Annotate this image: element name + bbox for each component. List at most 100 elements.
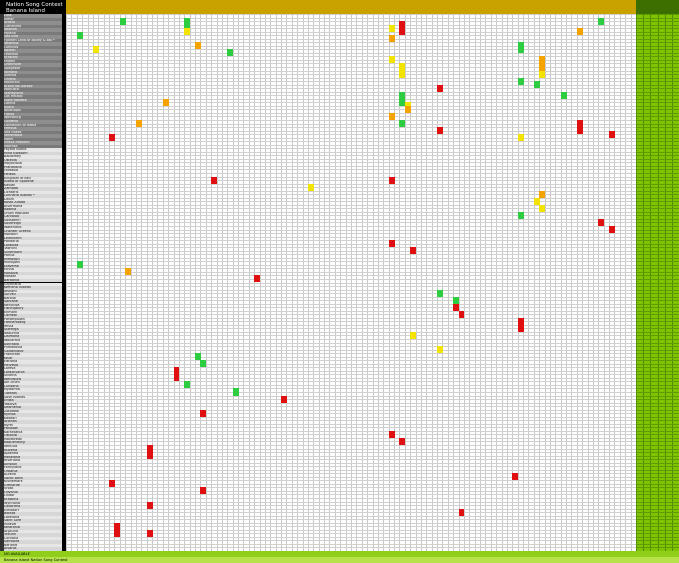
score-cell-red[interactable] [453, 303, 460, 311]
score-cell-orange[interactable] [539, 63, 546, 71]
score-cell-red[interactable] [598, 218, 605, 226]
country-name: Sossberin [4, 218, 62, 223]
score-cell-red[interactable] [576, 119, 583, 128]
score-cell-orange[interactable] [576, 28, 583, 36]
score-cell-red[interactable] [410, 247, 417, 255]
score-cell-red[interactable] [517, 324, 524, 332]
score-cell-red[interactable] [254, 275, 261, 283]
score-cell-green[interactable] [399, 119, 406, 128]
score-cell-red[interactable] [388, 240, 395, 248]
score-cell-red[interactable] [146, 501, 153, 509]
score-cell-yellow[interactable] [92, 45, 99, 53]
score-cell-yellow[interactable] [307, 183, 314, 191]
score-cell-yellow[interactable] [399, 63, 406, 71]
score-cell-red[interactable] [146, 529, 153, 537]
score-cell-green[interactable] [200, 360, 207, 368]
country-name: Zamada [4, 187, 62, 191]
score-cell-red[interactable] [437, 127, 443, 135]
score-cell-green[interactable] [76, 261, 83, 269]
score-cell-green[interactable] [437, 289, 443, 297]
score-cell-yellow[interactable] [388, 24, 395, 32]
country-name: Goldenland [4, 349, 62, 354]
country-name: Dilorn [4, 197, 62, 202]
score-cell-red[interactable] [281, 395, 287, 403]
score-cell-orange[interactable] [125, 268, 132, 276]
score-cell-yellow[interactable] [539, 70, 546, 78]
score-cell-green[interactable] [560, 91, 567, 99]
score-cell-red[interactable] [114, 529, 121, 537]
score-cell-orange[interactable] [135, 119, 142, 128]
score-cell-yellow[interactable] [517, 134, 524, 142]
score-cell-red[interactable] [146, 445, 153, 453]
score-cell-yellow[interactable] [399, 70, 406, 78]
score-cell-orange[interactable] [388, 35, 395, 43]
score-cell-red[interactable] [173, 367, 180, 375]
score-cell-yellow[interactable] [410, 331, 417, 340]
score-cell-yellow[interactable] [539, 204, 546, 212]
score-cell-red[interactable] [458, 508, 465, 516]
country-name: Vilenka [4, 74, 62, 78]
score-cell-green[interactable] [399, 98, 406, 106]
score-cell-orange[interactable] [162, 98, 169, 106]
score-cell-red[interactable] [399, 28, 406, 36]
grid-row-line [66, 148, 636, 150]
score-cell-red[interactable] [109, 134, 115, 142]
summary-row-line [636, 211, 679, 213]
score-cell-red[interactable] [388, 176, 395, 184]
score-cell-red[interactable] [173, 374, 180, 382]
score-cell-red[interactable] [109, 480, 115, 488]
score-cell-green[interactable] [227, 49, 234, 57]
score-cell-green[interactable] [76, 31, 83, 39]
score-cell-red[interactable] [200, 409, 207, 417]
country-name: Mimboon [4, 257, 62, 262]
score-cell-green[interactable] [517, 77, 524, 85]
score-cell-green[interactable] [184, 381, 191, 389]
score-cell-red[interactable] [512, 473, 519, 481]
score-cell-green[interactable] [119, 17, 126, 25]
score-cell-red[interactable] [458, 310, 465, 318]
summary-row-line [636, 21, 679, 23]
score-cell-red[interactable] [211, 176, 218, 184]
score-cell-red[interactable] [399, 437, 406, 445]
score-cell-green[interactable] [399, 91, 406, 99]
row-index [0, 462, 4, 467]
score-cell-red[interactable] [399, 21, 406, 29]
score-cell-green[interactable] [453, 296, 460, 304]
score-cell-red[interactable] [609, 130, 615, 138]
score-cell-yellow[interactable] [533, 197, 540, 205]
score-cell-orange[interactable] [195, 42, 201, 50]
score-cell-green[interactable] [517, 45, 524, 53]
score-cell-green[interactable] [533, 81, 540, 89]
score-cell-red[interactable] [437, 84, 443, 92]
grid-row-line [66, 395, 636, 397]
score-cell-red[interactable] [576, 127, 583, 135]
score-cell-green[interactable] [232, 388, 239, 396]
score-cell-red[interactable] [388, 430, 395, 438]
score-cell-red[interactable] [146, 452, 153, 460]
score-cell-orange[interactable] [388, 112, 395, 120]
row-index [0, 498, 4, 502]
score-cell-green[interactable] [184, 21, 191, 29]
score-cell-red[interactable] [200, 487, 207, 495]
country-row: Ashrabia [0, 342, 66, 347]
score-cell-orange[interactable] [539, 190, 546, 198]
score-cell-green[interactable] [598, 17, 605, 25]
country-name: Ozmeal [4, 314, 62, 318]
score-cell-orange[interactable] [404, 105, 411, 113]
country-name: Fishingbury [4, 307, 62, 311]
score-cell-orange[interactable] [539, 56, 546, 64]
score-cell-red[interactable] [517, 317, 524, 325]
score-cell-yellow[interactable] [437, 346, 443, 354]
score-cell-yellow[interactable] [388, 56, 395, 64]
score-cell-yellow[interactable] [184, 28, 191, 36]
country-row: Pasdlaw [0, 427, 66, 431]
summary-row-line [636, 243, 679, 245]
score-cell-red[interactable] [114, 522, 121, 530]
score-cell-green[interactable] [195, 353, 201, 361]
country-row: Ostavia [0, 434, 66, 438]
score-cell-red[interactable] [609, 225, 615, 234]
vote-grid[interactable] [66, 14, 637, 552]
score-cell-green[interactable] [517, 211, 524, 219]
summary-row-line [636, 116, 679, 118]
